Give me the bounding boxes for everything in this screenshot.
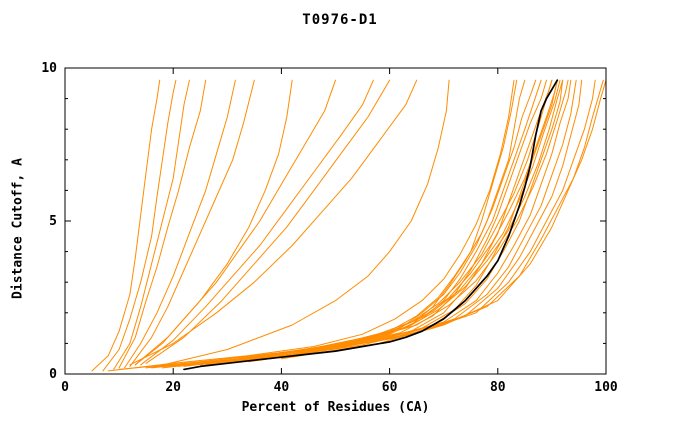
y-axis-label: Distance Cutoff, A: [10, 158, 26, 299]
model-curve: [183, 79, 547, 367]
model-curve: [113, 79, 190, 370]
model-curve: [118, 79, 207, 369]
reference-curve: [183, 79, 559, 371]
x-tick-label: 80: [490, 380, 506, 395]
model-curve: [118, 79, 518, 370]
model-curve: [172, 79, 542, 367]
model-curve: [151, 79, 553, 369]
model-curve: [145, 79, 391, 364]
x-tick-label: 0: [61, 380, 69, 395]
model-curve: [134, 79, 293, 366]
model-curve: [140, 79, 374, 366]
y-tick-label: 5: [49, 214, 57, 229]
x-tick-label: 100: [594, 380, 618, 395]
model-curve: [124, 79, 236, 369]
model-curve: [129, 79, 418, 366]
y-tick-label: 10: [41, 61, 57, 76]
model-curve: [102, 79, 177, 372]
model-curve: [107, 79, 515, 372]
axis-box: [64, 67, 607, 375]
model-curve: [145, 79, 526, 369]
model-curve: [129, 79, 255, 367]
model-curve: [134, 79, 336, 366]
y-tick-label: 0: [49, 367, 57, 382]
x-tick-label: 20: [165, 380, 181, 395]
x-axis-label: Percent of Residues (CA): [241, 400, 430, 415]
model-curve: [91, 79, 161, 372]
chart-title: T0976-D1: [302, 12, 378, 28]
model-curve: [199, 79, 569, 366]
x-tick-label: 40: [274, 380, 290, 395]
model-curve: [167, 79, 558, 367]
model-curve: [237, 79, 577, 363]
model-curve: [188, 79, 564, 366]
x-tick-label: 60: [382, 380, 398, 395]
model-curve: [156, 79, 450, 367]
